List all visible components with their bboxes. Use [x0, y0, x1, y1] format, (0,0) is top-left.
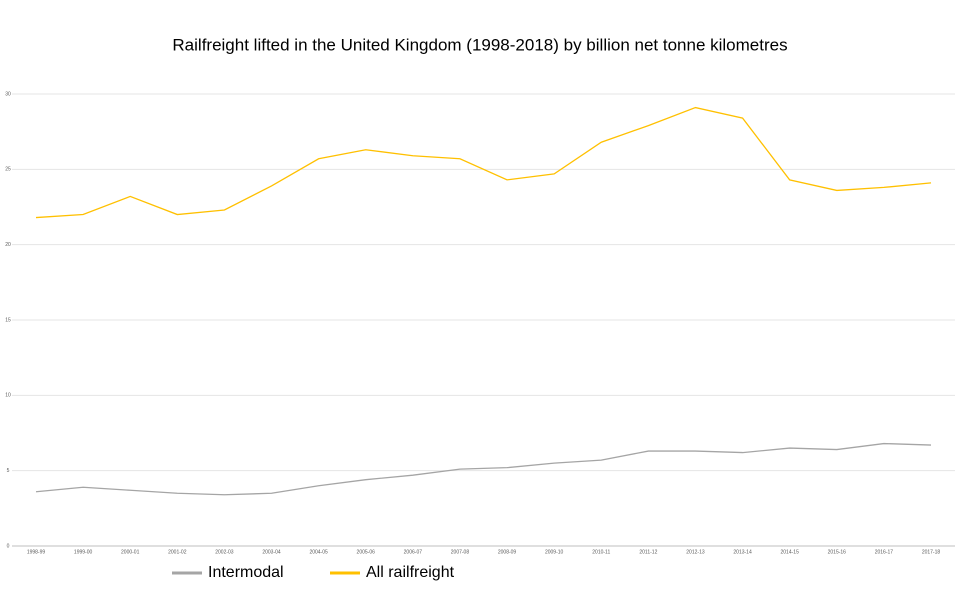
x-tick-label: 2014-15	[781, 549, 800, 555]
x-tick-label: 2017-18	[922, 549, 941, 555]
x-tick-label: 2011-12	[639, 549, 657, 555]
chart-title: Railfreight lifted in the United Kingdom…	[172, 35, 787, 54]
data-line	[35, 106, 932, 219]
x-tick-label: 2008-09	[498, 549, 517, 555]
y-tick-label: 25	[5, 167, 11, 173]
x-tick-label: 2000-01	[121, 549, 140, 555]
x-tick-label: 2004-05	[309, 549, 328, 555]
x-tick-label: 2003-04	[262, 549, 281, 555]
data-line	[35, 442, 932, 496]
y-tick-label: 30	[5, 91, 11, 97]
y-tick-label: 15	[5, 317, 11, 323]
x-tick-label: 2005-06	[357, 549, 376, 555]
x-tick-label: 2013-14	[733, 549, 752, 555]
x-tick-label: 2009-10	[545, 549, 564, 555]
x-tick-label: 2010-11	[592, 549, 610, 555]
x-tick-label: 1999-00	[74, 549, 93, 555]
x-tick-label: 2001-02	[168, 549, 187, 555]
y-tick-label: 20	[5, 242, 11, 248]
y-tick-label: 5	[7, 468, 10, 474]
x-tick-label: 2002-03	[215, 549, 234, 555]
y-tick-label: 0	[7, 543, 10, 549]
y-tick-label: 10	[5, 393, 11, 399]
x-tick-label: 2006-07	[404, 549, 423, 555]
x-tick-label: 2007-08	[451, 549, 470, 555]
legend-label: Intermodal	[208, 564, 284, 581]
x-tick-label: 1998-99	[27, 549, 46, 555]
x-tick-label: 2016-17	[875, 549, 894, 555]
x-tick-label: 2012-13	[686, 549, 705, 555]
x-tick-label: 2015-16	[828, 549, 847, 555]
legend-label: All railfreight	[366, 564, 455, 581]
